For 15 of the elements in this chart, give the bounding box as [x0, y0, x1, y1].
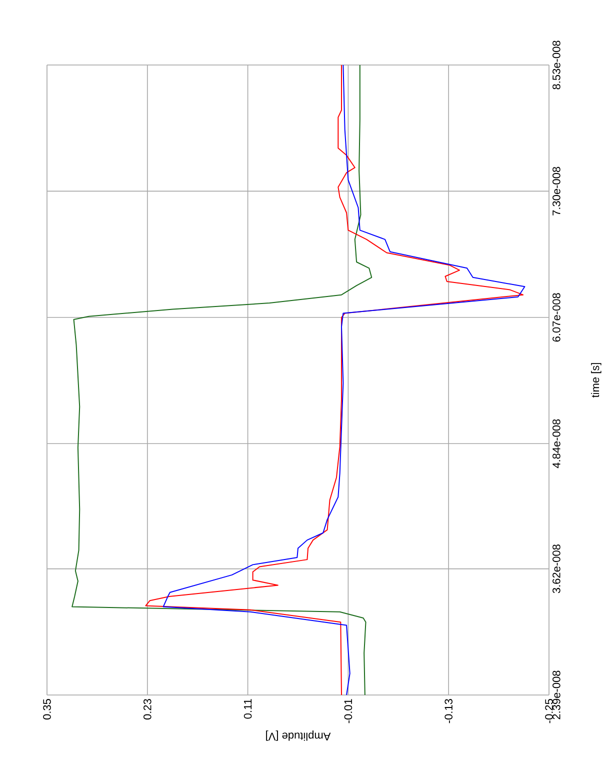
x-tick-label: 0.11: [244, 699, 252, 719]
y-axis-title: time [s]: [591, 363, 602, 398]
y-tick-label: 8.53e-008: [552, 40, 560, 90]
x-tick-label: 0.23: [144, 699, 152, 720]
y-tick-label: 6.07e-008: [552, 293, 560, 342]
y-tick-label: 4.84e-008: [552, 419, 560, 468]
y-tick-label: 7.30e-008: [552, 166, 560, 216]
x-tick-label: -0.13: [444, 699, 452, 724]
y-tick-label: 3.62e-008: [552, 544, 560, 594]
y-tick-label: 2.39e-008: [552, 670, 560, 720]
x-tick-label: 0.35: [43, 699, 51, 720]
x-tick-label: -0.01: [344, 699, 352, 724]
x-axis-title: Amplitude [V]: [266, 730, 331, 741]
x-tick-label: -0.25: [545, 699, 553, 724]
line-series: [72, 64, 372, 695]
